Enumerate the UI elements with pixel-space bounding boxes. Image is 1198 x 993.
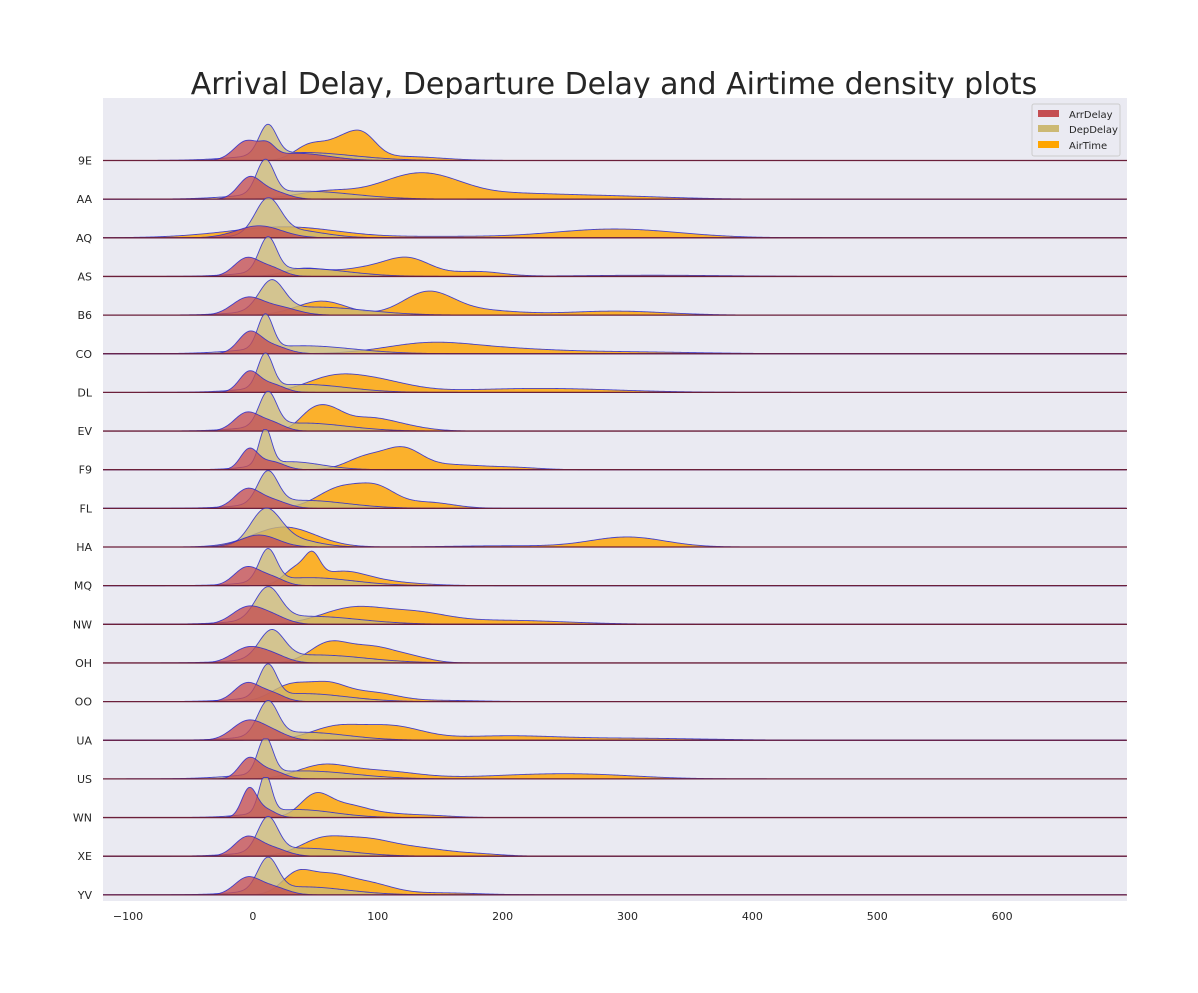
legend-swatch-depdelay	[1038, 125, 1059, 132]
area-airtime-as	[103, 257, 1127, 277]
area-airtime-ua	[103, 724, 1127, 741]
area-airtime-aa	[103, 172, 1127, 200]
area-airtime-dl	[103, 373, 1127, 393]
legend-label-arrdelay: ArrDelay	[1069, 110, 1113, 121]
ylabel-oo: OO	[75, 696, 93, 709]
ridge-f9	[103, 429, 1127, 471]
ylabel-co: CO	[76, 348, 93, 361]
ridge-aq	[103, 197, 1127, 239]
legend-swatch-airtime	[1038, 141, 1059, 148]
ylabel-fl: FL	[80, 502, 93, 515]
legend-label-depdelay: DepDelay	[1069, 125, 1118, 136]
ridges-group	[103, 123, 1127, 896]
ylabel-ua: UA	[76, 734, 92, 747]
area-airtime-mq	[103, 551, 1127, 586]
ylabel-b6: B6	[77, 309, 92, 322]
ylabel-nw: NW	[73, 618, 92, 631]
ridge-ha	[103, 507, 1127, 548]
xtick-label: 600	[992, 910, 1013, 923]
area-airtime-xe	[103, 835, 1127, 857]
xtick-label: 100	[367, 910, 388, 923]
ylabel-as: AS	[77, 270, 92, 283]
legend-label-airtime: AirTime	[1069, 141, 1107, 152]
ridge-nw	[103, 586, 1127, 625]
ylabel-aa: AA	[77, 193, 93, 206]
xtick-label: 300	[617, 910, 638, 923]
area-airtime-ev	[103, 404, 1127, 432]
x-axis-ticks: −100 0 100 200 300 400 500 600	[113, 910, 1013, 923]
y-axis-labels: 9E AA AQ AS B6 CO DL EV F9 FL HA MQ NW OH OO UA US WN XE YV	[73, 155, 93, 902]
area-airtime-wn	[103, 792, 1127, 818]
area-airtime-f9	[103, 446, 1127, 470]
ylabel-ev: EV	[78, 425, 93, 438]
ridge-fl	[103, 470, 1127, 510]
area-airtime-fl	[103, 482, 1127, 509]
ridge-as	[103, 236, 1127, 278]
ridge-us	[103, 738, 1127, 780]
ridge-xe	[103, 815, 1127, 857]
ridge-yv	[103, 856, 1127, 896]
ylabel-wn: WN	[73, 812, 92, 825]
legend: ArrDelay DepDelay AirTime	[1031, 103, 1121, 157]
ylabel-9e: 9E	[78, 155, 92, 168]
ridge-aa	[103, 158, 1127, 200]
ylabel-mq: MQ	[74, 580, 92, 593]
xtick-label: −100	[113, 910, 143, 923]
ylabel-dl: DL	[77, 386, 92, 399]
ridge-mq	[103, 548, 1127, 587]
area-airtime-ha	[103, 527, 1127, 547]
xtick-label: 400	[742, 910, 763, 923]
area-airtime-yv	[103, 869, 1127, 895]
ylabel-us: US	[77, 773, 92, 786]
ridge-oo	[103, 663, 1127, 703]
ridge-wn	[103, 777, 1127, 819]
ylabel-f9: F9	[79, 464, 92, 477]
ylabel-aq: AQ	[76, 232, 92, 245]
xtick-label: 500	[867, 910, 888, 923]
area-airtime-9e	[103, 130, 1127, 161]
xtick-label: 200	[492, 910, 513, 923]
ridge-oh	[103, 629, 1127, 664]
ridge-ua	[103, 699, 1127, 741]
ylabel-xe: XE	[78, 850, 93, 863]
area-airtime-oo	[103, 681, 1127, 702]
ridge-ev	[103, 390, 1127, 432]
xtick-label: 0	[249, 910, 256, 923]
ylabel-oh: OH	[75, 657, 92, 670]
ridge-dl	[103, 352, 1127, 394]
chart-title: Arrival Delay, Departure Delay and Airti…	[191, 67, 1038, 102]
legend-swatch-arrdelay	[1038, 110, 1059, 117]
ridge-co	[103, 313, 1127, 355]
area-airtime-aq	[103, 226, 1127, 238]
ridge-b6	[103, 279, 1127, 316]
ridge-9e	[103, 123, 1127, 162]
ylabel-yv: YV	[77, 889, 93, 902]
ylabel-ha: HA	[76, 541, 92, 554]
